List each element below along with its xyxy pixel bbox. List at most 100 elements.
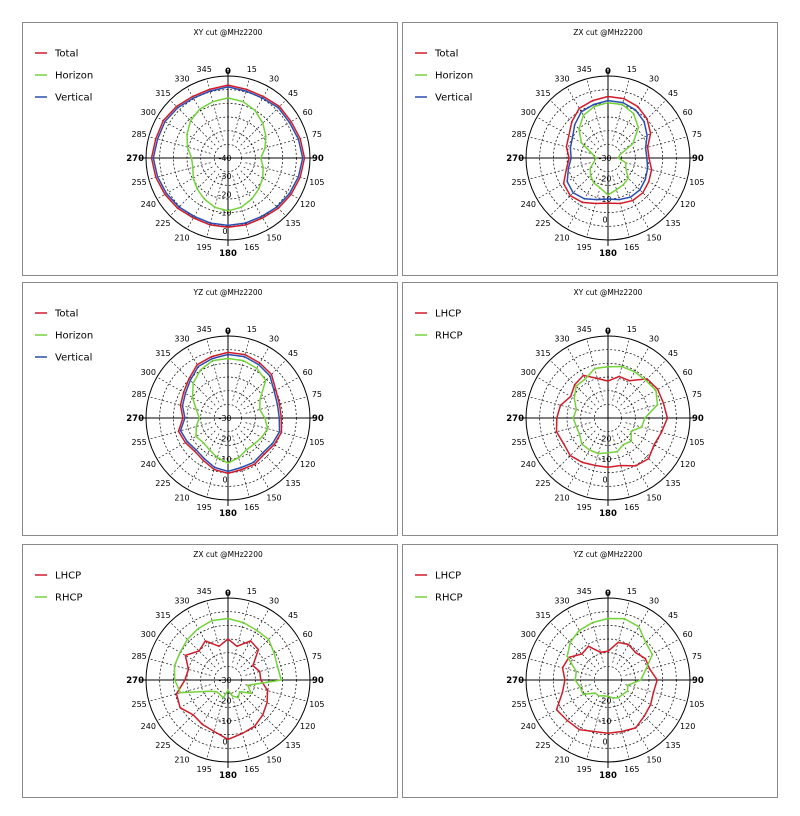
grid-spoke	[186, 173, 220, 230]
data-point	[633, 113, 635, 115]
data-point	[652, 691, 655, 693]
angle-tick-label: 240	[141, 722, 156, 731]
data-point	[184, 417, 186, 419]
data-point	[630, 440, 632, 442]
data-point	[262, 95, 265, 98]
angle-tick-label: 120	[300, 460, 315, 469]
angle-tick-label: 210	[554, 494, 569, 503]
data-point	[627, 643, 630, 646]
data-point	[177, 207, 179, 209]
data-point	[299, 176, 301, 178]
data-point	[276, 666, 279, 668]
angle-tick-label: 60	[303, 368, 313, 377]
data-point	[555, 431, 558, 433]
grid-spoke	[156, 376, 213, 410]
angle-tick-label: 165	[624, 503, 639, 512]
data-point	[157, 138, 159, 140]
angle-tick-label: 315	[535, 611, 550, 620]
grid-spoke	[549, 621, 596, 668]
data-point	[219, 693, 221, 695]
data-point	[639, 189, 641, 191]
grid-spoke	[169, 692, 216, 739]
grid-spoke	[625, 162, 688, 180]
grid-spoke	[528, 658, 591, 676]
angle-tick-label: 165	[244, 243, 259, 252]
grid-spoke	[240, 359, 287, 406]
grid-spoke	[245, 136, 308, 154]
grid-spoke	[612, 435, 630, 498]
grid-spoke	[169, 621, 216, 668]
polar-chart-3: YZ cut @MHz2200 0 15 30 45 60 75 90 105 120 135 150…	[35, 288, 325, 519]
grid-spoke	[206, 338, 224, 401]
angle-tick-label: 315	[535, 349, 550, 358]
data-point	[261, 436, 263, 439]
data-point	[569, 455, 571, 457]
angle-tick-label: 210	[174, 494, 189, 503]
data-point	[607, 695, 609, 697]
data-point	[214, 206, 216, 208]
grid-spoke	[245, 162, 308, 180]
radial-tick-label: -10	[598, 717, 611, 726]
data-point	[578, 629, 580, 631]
data-point	[632, 143, 634, 145]
data-point	[227, 738, 229, 740]
grid-spoke	[243, 426, 300, 460]
grid-spoke	[620, 99, 667, 146]
data-point	[262, 122, 264, 124]
grid-spoke	[148, 422, 211, 440]
data-point	[188, 378, 190, 380]
angle-tick-label: 270	[506, 414, 524, 424]
data-point	[196, 188, 198, 190]
data-point	[655, 389, 657, 391]
angle-tick-label: 30	[269, 334, 279, 343]
grid-spoke	[156, 638, 213, 672]
data-point	[575, 408, 577, 411]
angle-tick-label: 270	[506, 676, 524, 686]
data-point	[222, 697, 224, 699]
series-line-rhcp	[566, 617, 654, 699]
data-point	[571, 136, 574, 139]
grid-spoke	[566, 173, 600, 230]
data-point	[623, 98, 625, 100]
angle-tick-label: 45	[288, 349, 298, 358]
angle-tick-label: 0	[605, 327, 611, 337]
data-point	[194, 450, 196, 452]
data-point	[632, 200, 634, 202]
grid-spoke	[232, 175, 250, 238]
data-point	[227, 353, 229, 356]
data-point	[569, 641, 571, 643]
angle-tick-label: 330	[554, 74, 569, 83]
data-point	[623, 618, 625, 620]
data-point	[634, 651, 637, 654]
grid-spoke	[148, 162, 211, 180]
angle-tick-label: 240	[521, 460, 536, 469]
legend-label: Horizon	[435, 71, 473, 82]
angle-tick-label: 75	[692, 130, 702, 139]
grid-spoke	[625, 396, 688, 414]
data-point	[191, 95, 194, 98]
grid-spoke	[186, 86, 220, 143]
data-point	[651, 169, 653, 171]
grid-spoke	[536, 426, 593, 460]
angle-tick-label: 30	[269, 74, 279, 83]
angle-tick-label: 165	[624, 765, 639, 774]
polar-chart-2: ZX cut @MHz2200 0 15 30 45 60 75 90 105 120 135 150…	[415, 28, 705, 259]
grid-spoke	[243, 638, 300, 672]
data-point	[262, 166, 264, 168]
data-point	[204, 640, 206, 642]
legend-label: LHCP	[435, 309, 461, 320]
data-point	[593, 730, 595, 733]
grid-spoke	[243, 688, 300, 722]
grid-spoke	[528, 162, 591, 180]
angle-tick-label: 225	[535, 741, 550, 750]
angle-tick-label: 165	[624, 243, 639, 252]
data-point	[178, 206, 180, 208]
angle-tick-label: 60	[303, 108, 313, 117]
grid-spoke	[206, 697, 224, 760]
angle-tick-label: 30	[649, 74, 659, 83]
angle-tick-label: 150	[266, 494, 281, 503]
data-point	[555, 709, 558, 711]
data-point	[211, 620, 213, 622]
data-point	[269, 375, 271, 377]
data-point	[581, 653, 583, 655]
